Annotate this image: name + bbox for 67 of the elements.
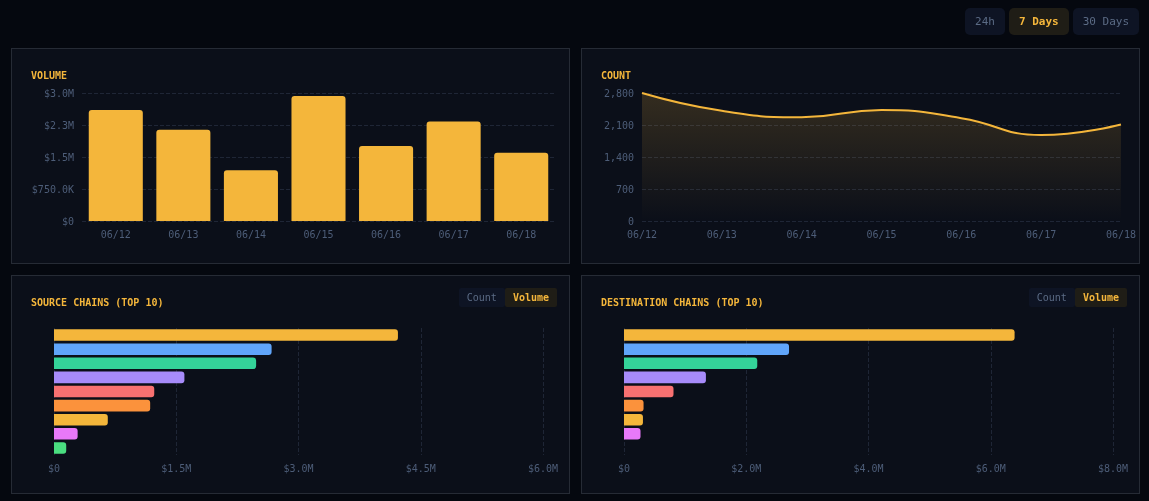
bar bbox=[624, 428, 641, 440]
bar bbox=[624, 371, 706, 384]
bar bbox=[624, 357, 758, 370]
text: 24h bbox=[965, 8, 1005, 35]
bar bbox=[494, 152, 549, 221]
text: Count bbox=[1028, 288, 1075, 307]
bar bbox=[624, 413, 643, 426]
x-tick-label: 06/13 bbox=[168, 228, 199, 240]
bar bbox=[291, 95, 346, 221]
x-tick-label: 06/12 bbox=[100, 228, 131, 240]
x-tick-label: 06/14 bbox=[235, 228, 266, 240]
bar bbox=[359, 145, 414, 221]
x-tick-label: 06/14 bbox=[786, 228, 817, 240]
bar bbox=[54, 399, 151, 412]
y-tick-label: $1.5M bbox=[43, 151, 74, 163]
bar bbox=[624, 343, 790, 355]
bar bbox=[624, 385, 674, 398]
x-tick-label: 06/16 bbox=[371, 228, 402, 240]
y-tick-label: $3.0M bbox=[43, 87, 74, 99]
bar bbox=[223, 170, 278, 221]
x-tick-label: $8.0M bbox=[1097, 462, 1129, 474]
bar bbox=[88, 110, 143, 221]
bar bbox=[54, 343, 272, 355]
bar bbox=[54, 329, 398, 341]
bar bbox=[54, 357, 257, 370]
y-tick-label: 2,100 bbox=[603, 119, 634, 131]
x-tick-label: $1.5M bbox=[161, 462, 192, 474]
x-tick-label: 06/15 bbox=[866, 228, 897, 240]
bar bbox=[54, 371, 185, 384]
x-tick-label: $3.0M bbox=[283, 462, 314, 474]
chart-title: SOURCE CHAINS (TOP 10) bbox=[31, 296, 164, 308]
y-tick-label: $0 bbox=[61, 215, 74, 227]
text: Volume bbox=[504, 288, 557, 307]
bar bbox=[54, 442, 67, 454]
chart-title: DESTINATION CHAINS (TOP 10) bbox=[601, 296, 764, 308]
text: Volume bbox=[1074, 288, 1127, 307]
x-tick-label: 06/13 bbox=[706, 228, 737, 240]
bar bbox=[54, 385, 155, 398]
x-tick-label: $4.0M bbox=[853, 462, 884, 474]
y-tick-label: 1,400 bbox=[603, 151, 634, 163]
x-tick-label: 06/12 bbox=[626, 228, 658, 240]
x-tick-label: 06/18 bbox=[506, 228, 537, 240]
y-tick-label: 700 bbox=[615, 183, 634, 195]
y-tick-label: 0 bbox=[627, 215, 634, 227]
bar bbox=[624, 329, 1015, 341]
chart-title: COUNT bbox=[601, 69, 632, 81]
x-tick-label: 06/17 bbox=[1026, 228, 1057, 240]
text: Count bbox=[458, 288, 505, 307]
x-tick-label: $4.5M bbox=[405, 462, 436, 474]
x-tick-label: 06/16 bbox=[946, 228, 977, 240]
y-tick-label: $2.3M bbox=[43, 119, 74, 131]
bar bbox=[426, 121, 481, 221]
text: 7 Days bbox=[1008, 8, 1069, 35]
bar bbox=[54, 413, 108, 426]
x-tick-label: $6.0M bbox=[527, 462, 559, 474]
x-tick-label: $2.0M bbox=[731, 462, 762, 474]
bar bbox=[156, 129, 211, 221]
y-tick-label: $750.0K bbox=[31, 183, 74, 195]
x-tick-label: $6.0M bbox=[975, 462, 1006, 474]
y-tick-label: 2,800 bbox=[603, 87, 634, 99]
x-tick-label: 06/18 bbox=[1105, 228, 1136, 240]
text: 30 Days bbox=[1072, 8, 1139, 35]
x-tick-label: 06/17 bbox=[438, 228, 469, 240]
bar bbox=[54, 428, 78, 440]
x-tick-label: 06/15 bbox=[303, 228, 334, 240]
bar bbox=[624, 399, 644, 412]
chart-title: VOLUME bbox=[31, 69, 68, 81]
